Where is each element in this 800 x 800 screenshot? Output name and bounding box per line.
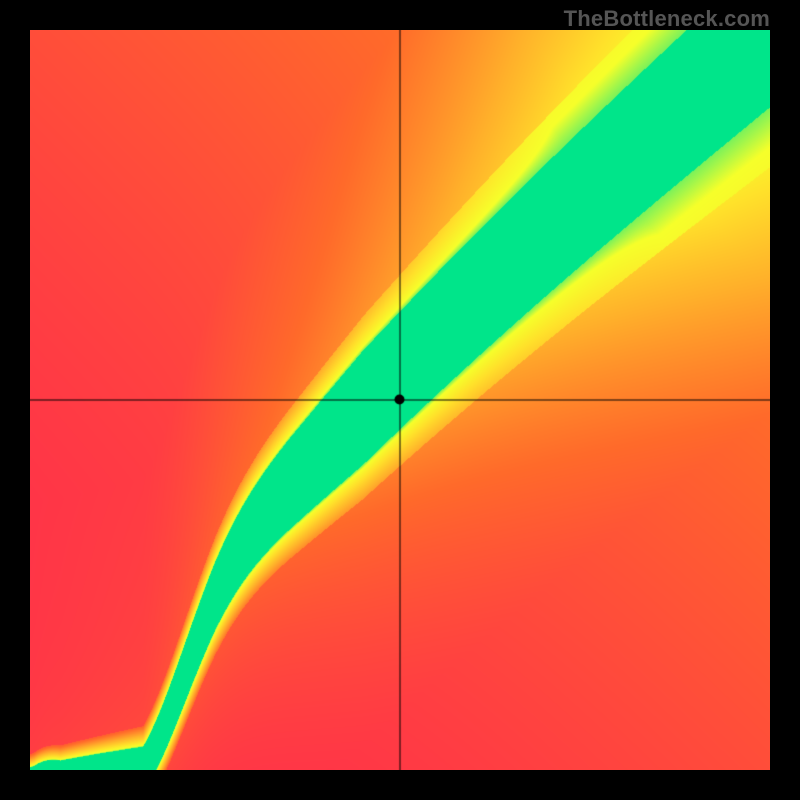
- bottleneck-heatmap: [30, 30, 770, 770]
- watermark-text: TheBottleneck.com: [564, 6, 770, 32]
- frame: TheBottleneck.com: [0, 0, 800, 800]
